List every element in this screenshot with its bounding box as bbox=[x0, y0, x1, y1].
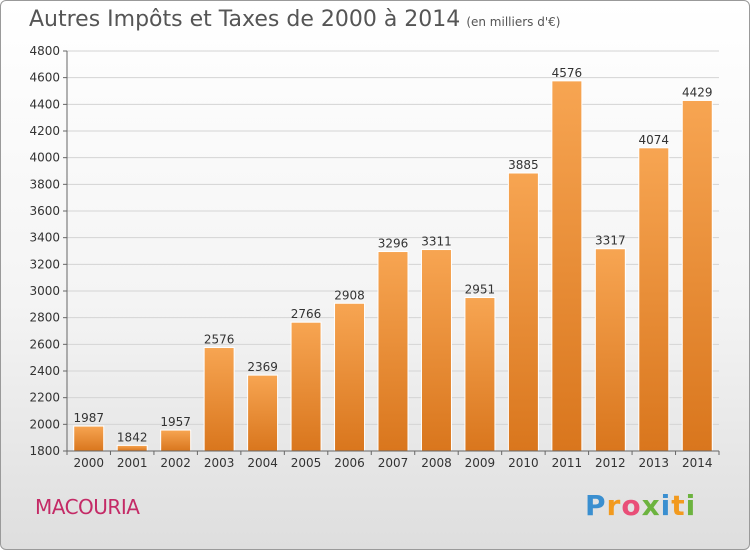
y-tick-label: 2000 bbox=[29, 417, 60, 431]
bar bbox=[638, 147, 670, 452]
chart-title: Autres Impôts et Taxes de 2000 à 2014 (en… bbox=[29, 7, 560, 32]
data-label: 2766 bbox=[291, 307, 322, 321]
x-tick-label: 2005 bbox=[291, 456, 322, 470]
data-label: 3296 bbox=[378, 237, 409, 251]
y-tick-label: 2200 bbox=[29, 391, 60, 405]
y-tick-label: 4400 bbox=[29, 97, 60, 111]
x-tick-label: 2009 bbox=[465, 456, 496, 470]
data-label: 4576 bbox=[552, 66, 583, 80]
bar bbox=[290, 321, 322, 452]
x-tick-label: 2010 bbox=[508, 456, 539, 470]
bar bbox=[507, 172, 539, 452]
bar bbox=[594, 248, 626, 452]
x-tick-label: 2012 bbox=[595, 456, 626, 470]
data-label: 4429 bbox=[682, 85, 713, 99]
data-label: 1987 bbox=[73, 411, 104, 425]
x-tick-label: 2003 bbox=[204, 456, 235, 470]
y-tick-label: 3000 bbox=[29, 284, 60, 298]
y-tick-label: 3200 bbox=[29, 257, 60, 271]
bar bbox=[203, 347, 235, 452]
bar bbox=[334, 302, 366, 452]
data-label: 2369 bbox=[247, 360, 278, 374]
x-tick-label: 2013 bbox=[639, 456, 670, 470]
bar bbox=[160, 429, 192, 452]
bar bbox=[681, 99, 713, 452]
chart-subtitle: (en milliers d'€) bbox=[466, 15, 561, 29]
y-tick-label: 2800 bbox=[29, 311, 60, 325]
y-tick-label: 3600 bbox=[29, 204, 60, 218]
bar bbox=[551, 80, 583, 452]
x-tick-label: 2007 bbox=[378, 456, 409, 470]
bar bbox=[377, 251, 409, 452]
data-label: 2908 bbox=[334, 288, 365, 302]
y-tick-label: 2400 bbox=[29, 364, 60, 378]
bar bbox=[116, 444, 148, 452]
x-tick-label: 2001 bbox=[117, 456, 148, 470]
x-tick-label: 2000 bbox=[73, 456, 104, 470]
bar bbox=[464, 297, 496, 452]
data-label: 4074 bbox=[639, 133, 670, 147]
x-tick-label: 2008 bbox=[421, 456, 452, 470]
y-tick-label: 4000 bbox=[29, 151, 60, 165]
proxiti-logo: Proxiti bbox=[585, 489, 697, 522]
x-tick-label: 2004 bbox=[247, 456, 278, 470]
data-label: 1957 bbox=[160, 415, 191, 429]
bar bbox=[73, 425, 105, 452]
place-name: MACOURIA bbox=[35, 495, 140, 519]
bar bbox=[420, 249, 452, 452]
chart-title-text: Autres Impôts et Taxes de 2000 à 2014 bbox=[29, 7, 461, 32]
y-tick-label: 1800 bbox=[29, 444, 60, 458]
bar bbox=[247, 374, 279, 452]
data-label: 3885 bbox=[508, 158, 539, 172]
x-tick-label: 2014 bbox=[682, 456, 713, 470]
data-label: 1842 bbox=[117, 430, 148, 444]
data-label: 2951 bbox=[465, 283, 496, 297]
y-tick-label: 4600 bbox=[29, 71, 60, 85]
y-tick-label: 4800 bbox=[29, 44, 60, 58]
data-label: 2576 bbox=[204, 333, 235, 347]
x-tick-label: 2002 bbox=[160, 456, 191, 470]
y-tick-label: 3800 bbox=[29, 177, 60, 191]
data-label: 3317 bbox=[595, 234, 626, 248]
x-tick-label: 2006 bbox=[334, 456, 365, 470]
y-tick-label: 2600 bbox=[29, 337, 60, 351]
x-tick-label: 2011 bbox=[552, 456, 583, 470]
y-tick-label: 4200 bbox=[29, 124, 60, 138]
data-label: 3311 bbox=[421, 235, 452, 249]
y-tick-label: 3400 bbox=[29, 231, 60, 245]
